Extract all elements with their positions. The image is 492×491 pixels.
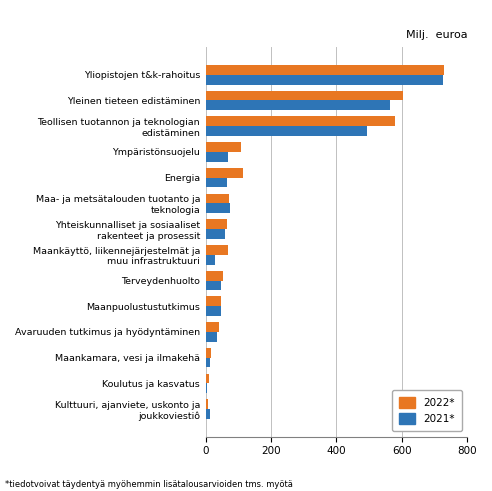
Bar	[206, 203, 230, 213]
Bar	[206, 332, 217, 342]
Bar	[206, 306, 221, 316]
Bar	[206, 271, 223, 280]
Text: *tiedotvoivat täydentyä myöhemmin lisätalousarvioiden tms. myötä: *tiedotvoivat täydentyä myöhemmin lisäta…	[5, 480, 293, 489]
Bar	[206, 152, 228, 162]
Bar	[206, 245, 228, 255]
Bar	[206, 297, 221, 306]
Text: Milj.  euroa: Milj. euroa	[405, 29, 467, 39]
Bar	[206, 399, 208, 409]
Bar	[206, 409, 210, 419]
Bar	[206, 168, 243, 178]
Bar	[206, 348, 211, 358]
Bar	[206, 229, 225, 239]
Bar	[206, 280, 221, 290]
Bar	[206, 126, 368, 136]
Bar	[206, 374, 209, 383]
Bar	[206, 322, 219, 332]
Bar	[206, 255, 215, 265]
Bar	[206, 65, 444, 75]
Bar	[206, 91, 403, 101]
Legend: 2022*, 2021*: 2022*, 2021*	[392, 390, 462, 432]
Bar	[206, 101, 390, 110]
Bar	[206, 116, 395, 126]
Bar	[206, 219, 227, 229]
Bar	[206, 358, 210, 367]
Bar	[206, 75, 443, 84]
Bar	[206, 178, 227, 188]
Bar	[206, 142, 241, 152]
Bar	[206, 383, 207, 393]
Bar	[206, 193, 229, 203]
